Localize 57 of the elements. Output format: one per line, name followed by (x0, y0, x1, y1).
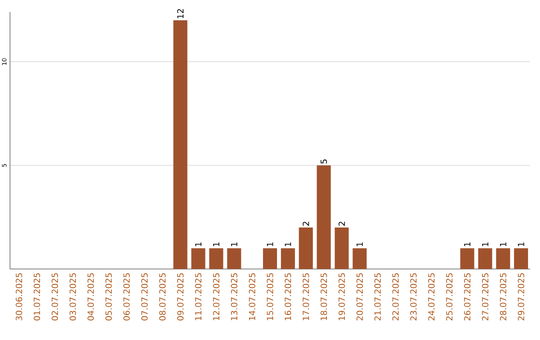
x-tick-label: 30.06.2025 (16, 273, 22, 320)
bar (460, 248, 474, 269)
x-tick-label: 08.07.2025 (159, 273, 166, 320)
x-tick-label: 29.07.2025 (518, 273, 524, 320)
bar (496, 248, 510, 269)
x-tick-label: 17.07.2025 (302, 273, 310, 320)
x-tick-label: 18.07.2025 (320, 273, 328, 320)
x-tick-label: 26.07.2025 (464, 273, 470, 320)
data-label: 1 (518, 242, 524, 246)
x-tick-label: 02.07.2025 (52, 273, 58, 320)
bar (280, 248, 295, 269)
bar (191, 248, 206, 269)
x-tick-label: 06.07.2025 (123, 273, 130, 320)
bar (209, 248, 224, 269)
x-tick-label: 20.07.2025 (356, 273, 363, 320)
data-label: 1 (356, 242, 363, 246)
data-label: 1 (266, 242, 274, 246)
bar (478, 248, 492, 269)
data-label: 1 (284, 242, 292, 246)
x-tick-label: 04.07.2025 (87, 273, 94, 320)
x-tick-label: 21.07.2025 (374, 273, 381, 320)
x-tick-label: 03.07.2025 (70, 273, 76, 320)
x-tick-label: 13.07.2025 (230, 273, 238, 320)
data-label: 5 (320, 160, 327, 164)
bar (298, 228, 313, 269)
x-tick-label: 23.07.2025 (410, 273, 417, 320)
data-label: 1 (195, 242, 202, 246)
bar (263, 248, 277, 269)
x-tick-label: 12.07.2025 (213, 273, 220, 320)
x-tick-label: 28.07.2025 (500, 273, 506, 320)
x-tick-label: 05.07.2025 (105, 273, 112, 320)
x-tick-label: 22.07.2025 (392, 273, 399, 320)
data-label: 12 (177, 9, 184, 18)
x-tick-label: 16.07.2025 (284, 273, 292, 320)
x-tick-label: 27.07.2025 (482, 273, 488, 320)
bar (173, 20, 188, 269)
data-label: 2 (302, 222, 310, 226)
x-tick-label: 24.07.2025 (428, 273, 435, 320)
data-label: 1 (231, 242, 238, 246)
x-tick-label: 14.07.2025 (248, 273, 256, 320)
data-label: 1 (213, 242, 220, 246)
bar (316, 165, 331, 269)
data-label: 2 (338, 222, 345, 226)
x-tick-label: 15.07.2025 (266, 273, 274, 320)
bar (227, 248, 242, 269)
x-tick-label: 19.07.2025 (338, 273, 345, 320)
x-tick-label: 25.07.2025 (446, 273, 453, 320)
x-tick-label: 01.07.2025 (34, 273, 40, 320)
bar (334, 228, 349, 269)
data-label: 1 (482, 242, 488, 246)
bar (514, 248, 528, 269)
data-label: 1 (500, 242, 506, 246)
x-tick-label: 07.07.2025 (141, 273, 148, 320)
data-label: 1 (464, 242, 470, 246)
x-tick-label: 09.07.2025 (177, 273, 184, 320)
x-tick-label: 11.07.2025 (195, 273, 202, 320)
bar (352, 248, 367, 269)
